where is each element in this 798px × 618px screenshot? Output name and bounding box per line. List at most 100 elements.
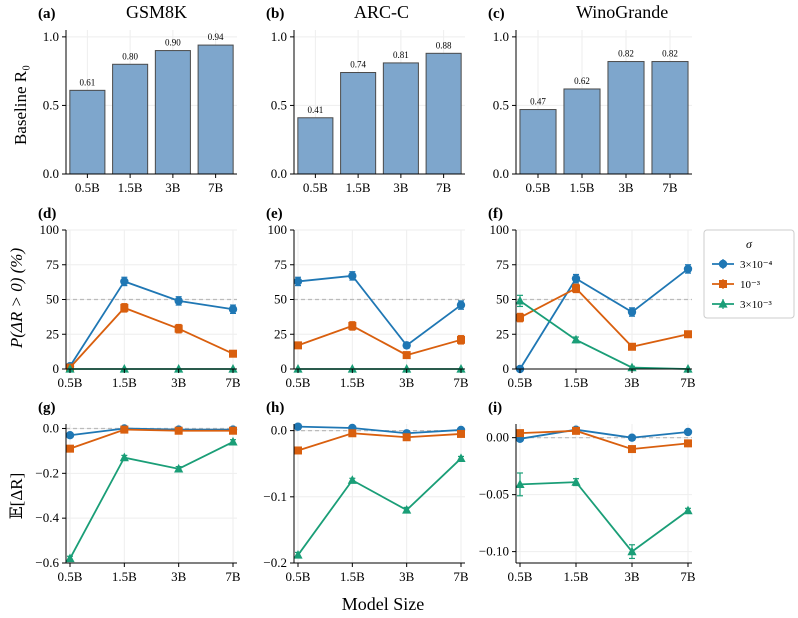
x-tick-label: 7B xyxy=(453,375,469,390)
data-point-2-0 xyxy=(293,364,303,373)
data-point-2-2 xyxy=(627,546,637,556)
y-tick-label: 75 xyxy=(46,257,59,272)
y-tick-label: 100 xyxy=(490,222,510,237)
data-point-0-2 xyxy=(627,307,637,317)
y-tick-label: −0.2 xyxy=(263,555,287,570)
data-point-0-3 xyxy=(456,300,466,310)
data-point-2-0 xyxy=(515,295,525,305)
row1-ylabel: Baseline R₀ xyxy=(11,65,30,145)
x-axis-label: Model Size xyxy=(342,594,425,614)
data-point-0-3 xyxy=(228,305,238,314)
y-tick-label: 25 xyxy=(46,326,59,341)
panels-layer: 0.61 0.80 0.90 0.94 0.0 0.5 1.0 0.5B 1.5B 3B 7B (a)… xyxy=(35,2,696,584)
panel-a: 0.61 0.80 0.90 0.94 0.0 0.5 1.0 0.5B 1.5B 3B 7B (a)… xyxy=(38,2,237,195)
x-tick-label: 7B xyxy=(662,180,678,195)
x-tick-label: 3B xyxy=(399,375,415,390)
data-point-2-1 xyxy=(571,477,581,486)
data-point-1-2 xyxy=(174,324,183,333)
data-point-0-2 xyxy=(627,433,637,442)
data-point-0-0 xyxy=(293,422,303,431)
bar-value-label: 0.90 xyxy=(165,38,181,48)
x-tick-label: 7B xyxy=(225,569,241,584)
y-tick-label: 0.0 xyxy=(271,166,287,181)
series-line-1 xyxy=(69,428,233,450)
x-tick-label: 1.5B xyxy=(564,569,589,584)
x-tick-label: 3B xyxy=(171,375,187,390)
series-line-2 xyxy=(519,481,689,553)
x-tick-label: 1.5B xyxy=(564,375,589,390)
data-point-0-3 xyxy=(683,427,693,437)
legend: σ 3×10⁻⁴ 10⁻³ 3×10⁻³ xyxy=(703,229,795,319)
data-point-1-0 xyxy=(294,341,302,350)
y-tick-label: 0.5 xyxy=(271,97,287,112)
x-tick-label: 3B xyxy=(165,180,181,195)
data-point-2-0 xyxy=(293,550,303,559)
series-line-0 xyxy=(297,274,462,347)
x-tick-label: 3B xyxy=(624,569,640,584)
panel-i: −0.10 −0.05 0.00 0.5B 1.5B 3B 7B (i) xyxy=(479,400,696,584)
data-point-1-0 xyxy=(516,313,524,322)
x-tick-label: 1.5B xyxy=(112,375,137,390)
panel-title: ARC-C xyxy=(354,2,409,22)
data-point-0-0 xyxy=(65,431,75,440)
data-point-1-0 xyxy=(66,444,74,453)
data-point-2-1 xyxy=(347,364,357,373)
y-tick-label: 25 xyxy=(496,326,509,341)
bar-0.5B xyxy=(297,117,334,175)
x-tick-label: 7B xyxy=(453,569,469,584)
panel-label: (h) xyxy=(266,400,284,416)
data-point-2-1 xyxy=(119,452,129,462)
data-point-1-3 xyxy=(457,335,465,344)
data-point-0-0 xyxy=(293,277,303,286)
data-point-2-3 xyxy=(456,453,466,463)
data-point-2-3 xyxy=(683,364,693,373)
panel-label: (i) xyxy=(488,400,502,416)
data-point-1-1 xyxy=(120,303,129,312)
panel-e: 0 25 50 75 100 0.5B 1.5B 3B 7B (e) xyxy=(266,206,469,390)
x-tick-label: 0.5B xyxy=(58,375,83,390)
data-point-0-2 xyxy=(174,296,183,306)
bar-3B xyxy=(607,61,645,175)
data-point-2-0 xyxy=(515,479,525,488)
x-tick-label: 7B xyxy=(680,375,696,390)
y-tick-label: 1.0 xyxy=(493,29,509,44)
data-point-2-0 xyxy=(65,553,75,563)
data-point-2-2 xyxy=(402,505,412,514)
panel-b: 0.41 0.74 0.81 0.88 0.0 0.5 1.0 0.5B 1.5B 3B 7B (b)… xyxy=(266,2,465,195)
x-tick-label: 1.5B xyxy=(570,180,595,195)
data-point-1-1 xyxy=(572,426,580,435)
y-tick-label: −0.2 xyxy=(35,465,59,480)
data-point-2-0 xyxy=(65,364,75,373)
y-tick-label: −0.10 xyxy=(479,544,509,559)
data-point-1-0 xyxy=(294,446,302,455)
data-point-1-2 xyxy=(402,351,411,360)
y-tick-label: 75 xyxy=(274,257,287,272)
y-tick-label: 75 xyxy=(496,257,509,272)
x-tick-label: 1.5B xyxy=(118,180,143,195)
bar-value-label: 0.61 xyxy=(80,77,96,87)
panel-label: (b) xyxy=(266,6,284,22)
data-point-2-3 xyxy=(228,364,238,373)
data-point-0-1 xyxy=(571,274,581,283)
y-tick-label: −0.4 xyxy=(35,510,59,525)
bar-value-label: 0.88 xyxy=(436,40,452,50)
data-point-1-3 xyxy=(684,439,692,448)
bar-value-label: 0.94 xyxy=(208,32,224,42)
panel-title: WinoGrande xyxy=(576,2,668,22)
legend-frame xyxy=(703,229,795,319)
x-tick-label: 0.5B xyxy=(286,569,311,584)
x-tick-label: 0.5B xyxy=(75,180,100,195)
x-tick-label: 3B xyxy=(393,180,409,195)
panel-f: 0 25 50 75 100 0.5B 1.5B 3B 7B (f) xyxy=(488,206,696,390)
panel-label: (d) xyxy=(38,206,56,222)
series-line-2 xyxy=(519,300,689,370)
y-tick-label: 50 xyxy=(274,292,287,307)
bar-value-label: 0.82 xyxy=(618,49,634,59)
x-tick-label: 7B xyxy=(680,569,696,584)
panel-label: (f) xyxy=(488,206,503,222)
y-tick-label: −0.1 xyxy=(263,489,287,504)
data-point-1-3 xyxy=(684,330,692,339)
x-tick-label: 0.5B xyxy=(303,180,328,195)
data-point-2-2 xyxy=(402,364,412,373)
x-tick-label: 0.5B xyxy=(58,569,83,584)
